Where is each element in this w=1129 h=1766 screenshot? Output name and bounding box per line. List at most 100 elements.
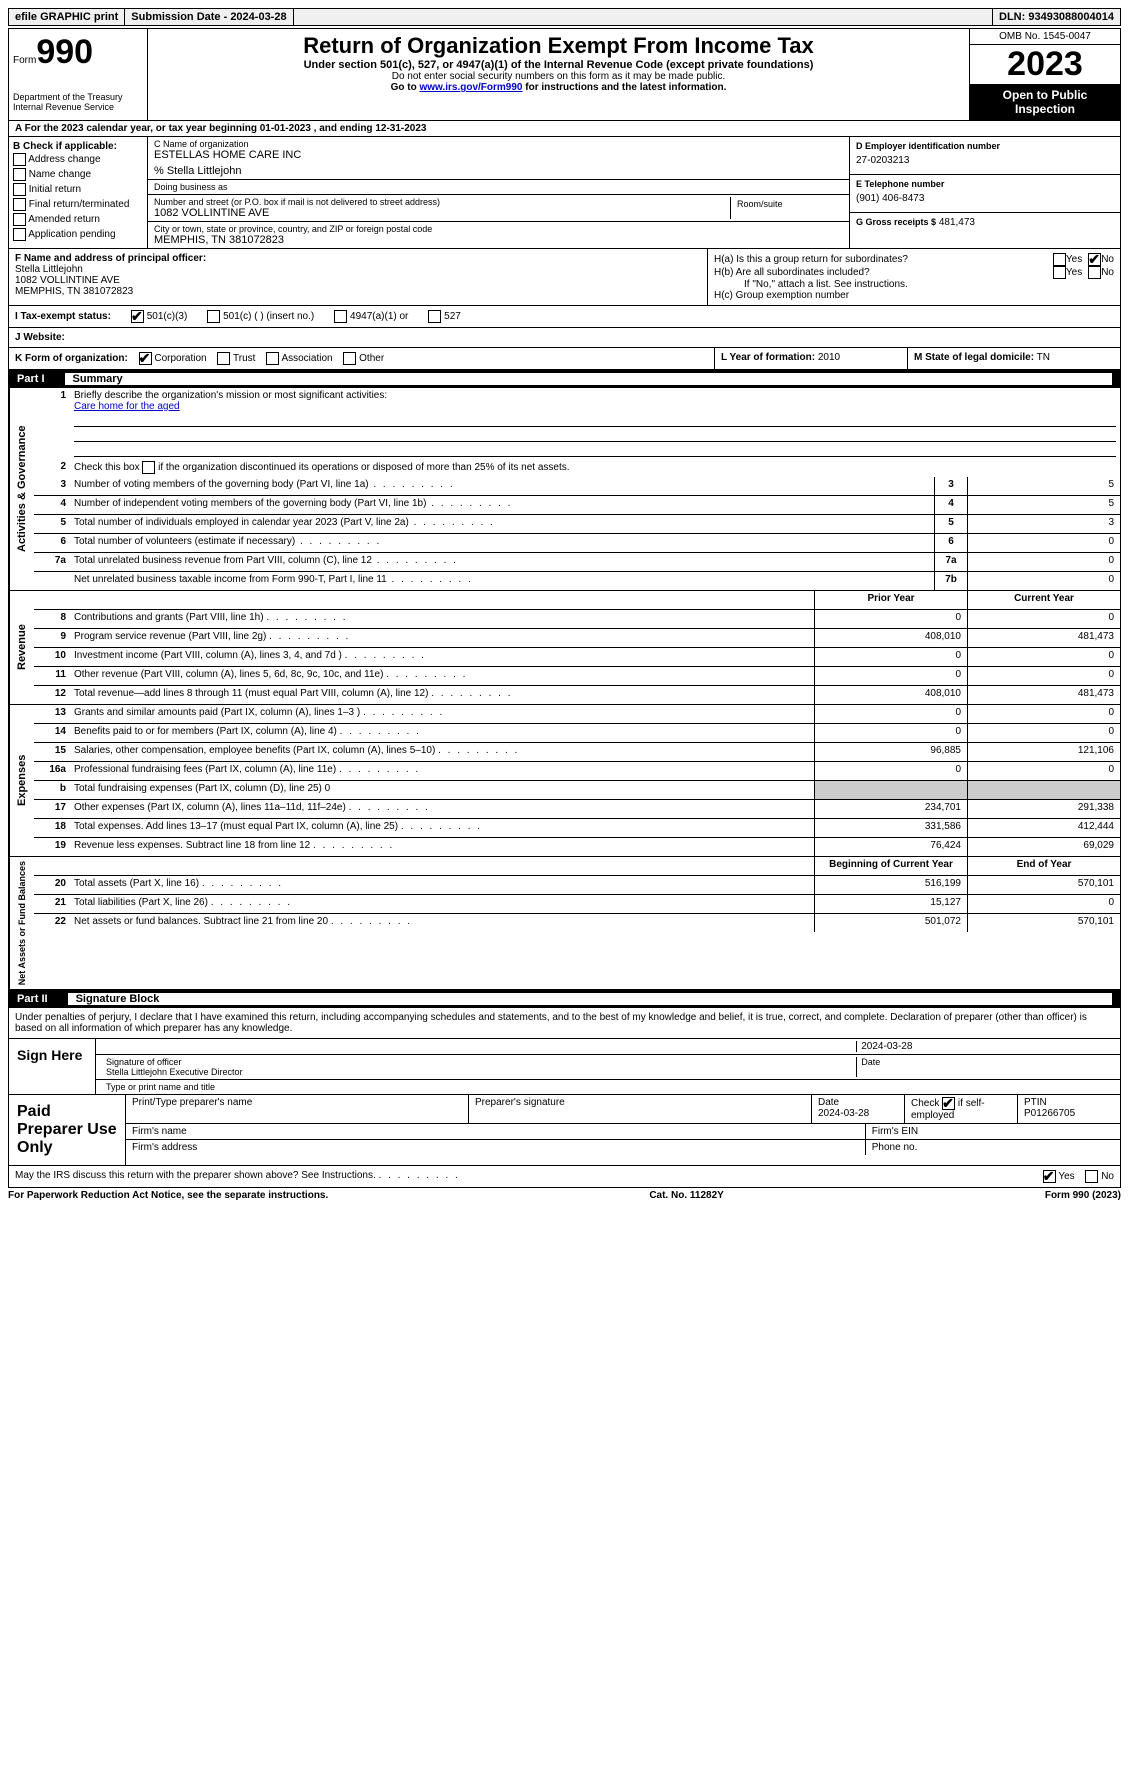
net-section: Net Assets or Fund Balances Beginning of… bbox=[8, 857, 1121, 990]
firm-phone-lbl: Phone no. bbox=[866, 1140, 1120, 1155]
top-bar: efile GRAPHIC print Submission Date - 20… bbox=[8, 8, 1121, 26]
paid-lbl: Paid Preparer Use Only bbox=[9, 1095, 126, 1165]
m-lbl: M State of legal domicile: bbox=[914, 352, 1034, 363]
entity-block: B Check if applicable: Address change Na… bbox=[8, 137, 1121, 249]
ptin: P01266705 bbox=[1024, 1108, 1075, 1119]
j-lbl: J Website: bbox=[15, 332, 65, 343]
part2-header: Part II Signature Block bbox=[8, 990, 1121, 1008]
i-527[interactable] bbox=[428, 310, 441, 323]
efile-label[interactable]: efile GRAPHIC print bbox=[9, 9, 125, 25]
col-c: C Name of organization ESTELLAS HOME CAR… bbox=[148, 137, 849, 248]
chk-pending: Application pending bbox=[13, 227, 143, 242]
f-addr2: MEMPHIS, TN 381072823 bbox=[15, 286, 701, 297]
k-lbl: K Form of organization: bbox=[15, 353, 128, 364]
table-row: 18Total expenses. Add lines 13–17 (must … bbox=[34, 819, 1120, 838]
section-fh: F Name and address of principal officer:… bbox=[8, 249, 1121, 306]
tax-year: 2023 bbox=[970, 45, 1120, 84]
org-name: ESTELLAS HOME CARE INC bbox=[154, 149, 843, 161]
part1-num: Part I bbox=[17, 373, 45, 385]
mission: Care home for the aged bbox=[74, 401, 180, 412]
rev-section: Revenue Prior Year Current Year 8Contrib… bbox=[8, 591, 1121, 705]
k-corp[interactable] bbox=[139, 352, 152, 365]
goto-link[interactable]: www.irs.gov/Form990 bbox=[419, 82, 522, 93]
gov-row: 5Total number of individuals employed in… bbox=[34, 515, 1120, 534]
org-name-lbl: C Name of organization bbox=[154, 139, 843, 149]
hc-lbl: H(c) Group exemption number bbox=[714, 290, 1114, 301]
form-title: Return of Organization Exempt From Incom… bbox=[152, 33, 965, 59]
sig-declare: Under penalties of perjury, I declare th… bbox=[9, 1008, 1120, 1039]
chk-address: Address change bbox=[13, 152, 143, 167]
date-lbl: Date bbox=[857, 1057, 1114, 1077]
table-row: 19Revenue less expenses. Subtract line 1… bbox=[34, 838, 1120, 856]
sig-name: Stella Littlejohn Executive Director bbox=[106, 1067, 243, 1077]
room-lbl: Room/suite bbox=[737, 199, 837, 209]
hb-no[interactable] bbox=[1088, 266, 1101, 279]
prep-name-lbl: Print/Type preparer's name bbox=[132, 1097, 252, 1108]
table-row: 12Total revenue—add lines 8 through 11 (… bbox=[34, 686, 1120, 704]
firm-name-lbl: Firm's name bbox=[126, 1124, 866, 1139]
k-other[interactable] bbox=[343, 352, 356, 365]
city: MEMPHIS, TN 381072823 bbox=[154, 234, 843, 246]
k-trust[interactable] bbox=[217, 352, 230, 365]
k-assoc[interactable] bbox=[266, 352, 279, 365]
sign-here-lbl: Sign Here bbox=[9, 1039, 96, 1094]
l1-desc: Briefly describe the organization's miss… bbox=[74, 390, 387, 401]
form-label: Form bbox=[13, 55, 36, 66]
table-row: 13Grants and similar amounts paid (Part … bbox=[34, 705, 1120, 724]
gov-row: 6Total number of volunteers (estimate if… bbox=[34, 534, 1120, 553]
dept-label: Department of the Treasury Internal Reve… bbox=[13, 92, 143, 112]
gov-row: 3Number of voting members of the governi… bbox=[34, 477, 1120, 496]
chk-initial: Initial return bbox=[13, 182, 143, 197]
gross-lbl: G Gross receipts $ bbox=[856, 217, 936, 227]
col-de: D Employer identification number 27-0203… bbox=[849, 137, 1120, 248]
section-k: K Form of organization: Corporation Trus… bbox=[8, 348, 1121, 370]
rev-label: Revenue bbox=[9, 591, 34, 704]
table-row: 22Net assets or fund balances. Subtract … bbox=[34, 914, 1120, 932]
submission-date: Submission Date - 2024-03-28 bbox=[125, 9, 293, 25]
ha-yes[interactable] bbox=[1053, 253, 1066, 266]
form-subtitle: Under section 501(c), 527, or 4947(a)(1)… bbox=[152, 59, 965, 71]
i-501c[interactable] bbox=[207, 310, 220, 323]
chk-name: Name change bbox=[13, 167, 143, 182]
table-row: 21Total liabilities (Part X, line 26) 15… bbox=[34, 895, 1120, 914]
f-name: Stella Littlejohn bbox=[15, 264, 701, 275]
footer-right: Form 990 (2023) bbox=[1045, 1190, 1121, 1201]
self-emp-chk[interactable] bbox=[942, 1097, 955, 1110]
ein: 27-0203213 bbox=[856, 151, 1114, 170]
l-lbl: L Year of formation: bbox=[721, 352, 815, 363]
table-row: 11Other revenue (Part VIII, column (A), … bbox=[34, 667, 1120, 686]
table-row: 15Salaries, other compensation, employee… bbox=[34, 743, 1120, 762]
i-4947[interactable] bbox=[334, 310, 347, 323]
l2-chk[interactable] bbox=[142, 461, 155, 474]
table-row: 8Contributions and grants (Part VIII, li… bbox=[34, 610, 1120, 629]
begin-year-hdr: Beginning of Current Year bbox=[814, 857, 967, 875]
section-j: J Website: bbox=[8, 328, 1121, 348]
discuss-yes[interactable] bbox=[1043, 1170, 1056, 1183]
page-footer: For Paperwork Reduction Act Notice, see … bbox=[8, 1188, 1121, 1203]
ha-no[interactable] bbox=[1088, 253, 1101, 266]
table-row: 17Other expenses (Part IX, column (A), l… bbox=[34, 800, 1120, 819]
col-b: B Check if applicable: Address change Na… bbox=[9, 137, 148, 248]
prep-date: 2024-03-28 bbox=[818, 1108, 869, 1119]
curr-year-hdr: Current Year bbox=[967, 591, 1120, 609]
section-i: I Tax-exempt status: 501(c)(3) 501(c) ( … bbox=[8, 306, 1121, 328]
discuss-q: May the IRS discuss this return with the… bbox=[15, 1170, 460, 1183]
exp-section: Expenses 13Grants and similar amounts pa… bbox=[8, 705, 1121, 857]
dba-lbl: Doing business as bbox=[154, 182, 843, 192]
gov-row: 7aTotal unrelated business revenue from … bbox=[34, 553, 1120, 572]
exp-label: Expenses bbox=[9, 705, 34, 856]
discuss-no[interactable] bbox=[1085, 1170, 1098, 1183]
sig-date: 2024-03-28 bbox=[857, 1041, 1114, 1052]
type-lbl: Type or print name and title bbox=[102, 1082, 1114, 1092]
city-lbl: City or town, state or province, country… bbox=[154, 224, 843, 234]
l2-desc: Check this box if the organization disco… bbox=[74, 462, 570, 473]
goto-prefix: Go to bbox=[391, 82, 420, 93]
hb-yes[interactable] bbox=[1053, 266, 1066, 279]
net-label: Net Assets or Fund Balances bbox=[9, 857, 34, 989]
gov-row: 4Number of independent voting members of… bbox=[34, 496, 1120, 515]
care-of: % Stella Littlejohn bbox=[154, 165, 843, 177]
gov-section: Activities & Governance 1 Briefly descri… bbox=[8, 388, 1121, 591]
paid-preparer: Paid Preparer Use Only Print/Type prepar… bbox=[8, 1095, 1121, 1166]
i-501c3[interactable] bbox=[131, 310, 144, 323]
table-row: 14Benefits paid to or for members (Part … bbox=[34, 724, 1120, 743]
